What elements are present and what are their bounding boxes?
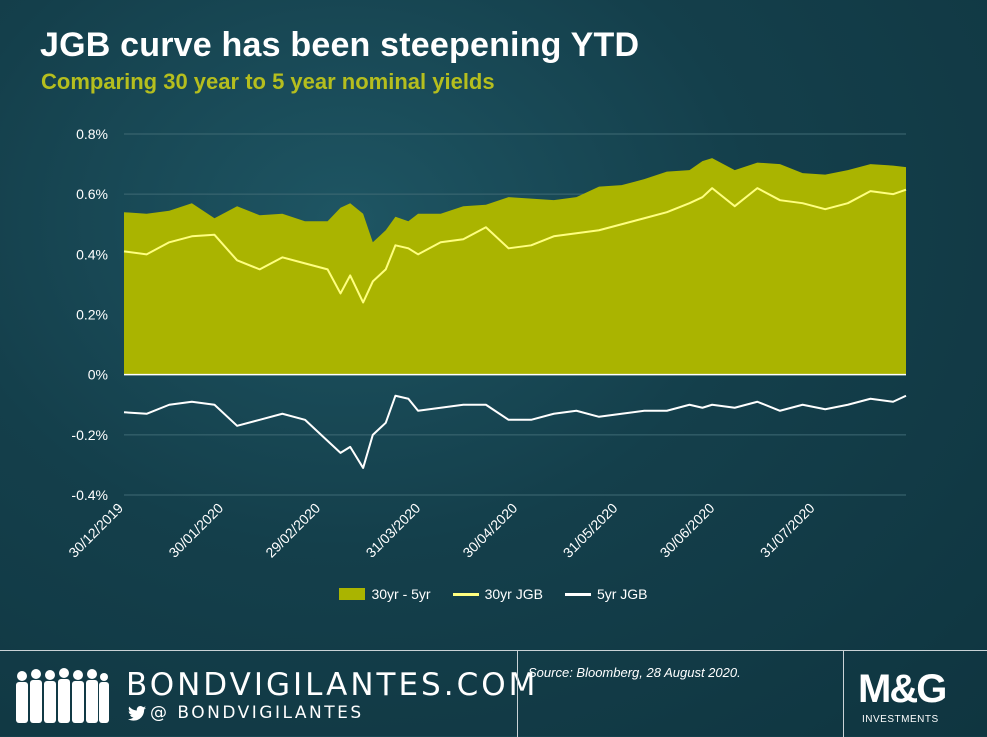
x-tick-label: 30/12/2019 (65, 500, 126, 561)
y-tick-label: 0.4% (76, 246, 108, 262)
x-tick-label: 31/03/2020 (363, 500, 424, 561)
chart-title: JGB curve has been steepening YTD (40, 26, 640, 64)
y-tick-label: 0.2% (76, 307, 108, 323)
source-note: Source: Bloomberg, 28 August 2020. (528, 665, 741, 680)
x-tick-label: 29/02/2020 (262, 500, 323, 561)
y-tick-label: -0.4% (71, 487, 108, 503)
twitter-handle-text: @ BONDVIGILANTES (150, 703, 364, 723)
mg-logo: M&G (858, 667, 947, 711)
mg-logo-subtitle: INVESTMENTS (862, 714, 939, 725)
x-tick-label: 31/05/2020 (560, 500, 621, 561)
y-tick-label: 0.8% (76, 126, 108, 142)
twitter-bird-icon (128, 705, 146, 721)
series-line-30yr (123, 187, 907, 304)
footer-divider-1 (517, 651, 518, 737)
x-tick-label: 30/04/2020 (459, 500, 520, 561)
footer: BONDVIGILANTES.COM @ BONDVIGILANTES Sour… (0, 650, 987, 737)
legend-item-5yr: 5yr JGB (564, 586, 648, 602)
chart: 0.8% 0.6% 0.4% 0.2% 0% -0.2% -0.4%30/12/2019 30… (65, 126, 907, 561)
chart-subtitle: Comparing 30 year to 5 year nominal yiel… (41, 69, 495, 94)
series-line-5yr (123, 394, 907, 469)
twitter-handle[interactable]: @ BONDVIGILANTES (128, 703, 364, 723)
legend-item-spread: 30yr - 5yr (339, 586, 431, 602)
y-tick-label: -0.2% (71, 427, 108, 443)
legend-label-5yr: 5yr JGB (596, 586, 648, 602)
y-tick-label: 0.6% (76, 186, 108, 202)
legend-swatch-5yr (564, 592, 591, 596)
legend-label-spread: 30yr - 5yr (371, 586, 431, 602)
y-tick-label: 0% (88, 367, 108, 383)
chart-legend: 30yr - 5yr 30yr JGB 5yr JGB (0, 586, 987, 602)
legend-swatch-30yr (452, 592, 479, 596)
x-tick-label: 30/01/2020 (165, 500, 226, 561)
legend-label-30yr: 30yr JGB (484, 586, 543, 602)
footer-divider-2 (843, 651, 844, 737)
legend-item-30yr: 30yr JGB (452, 586, 543, 602)
x-tick-label: 31/07/2020 (757, 500, 818, 561)
people-silhouettes-icon (16, 668, 109, 723)
series-area-spread (124, 158, 906, 375)
x-tick-label: 30/06/2020 (657, 500, 718, 561)
legend-swatch-spread (339, 588, 366, 600)
brand-website[interactable]: BONDVIGILANTES.COM (126, 667, 539, 703)
